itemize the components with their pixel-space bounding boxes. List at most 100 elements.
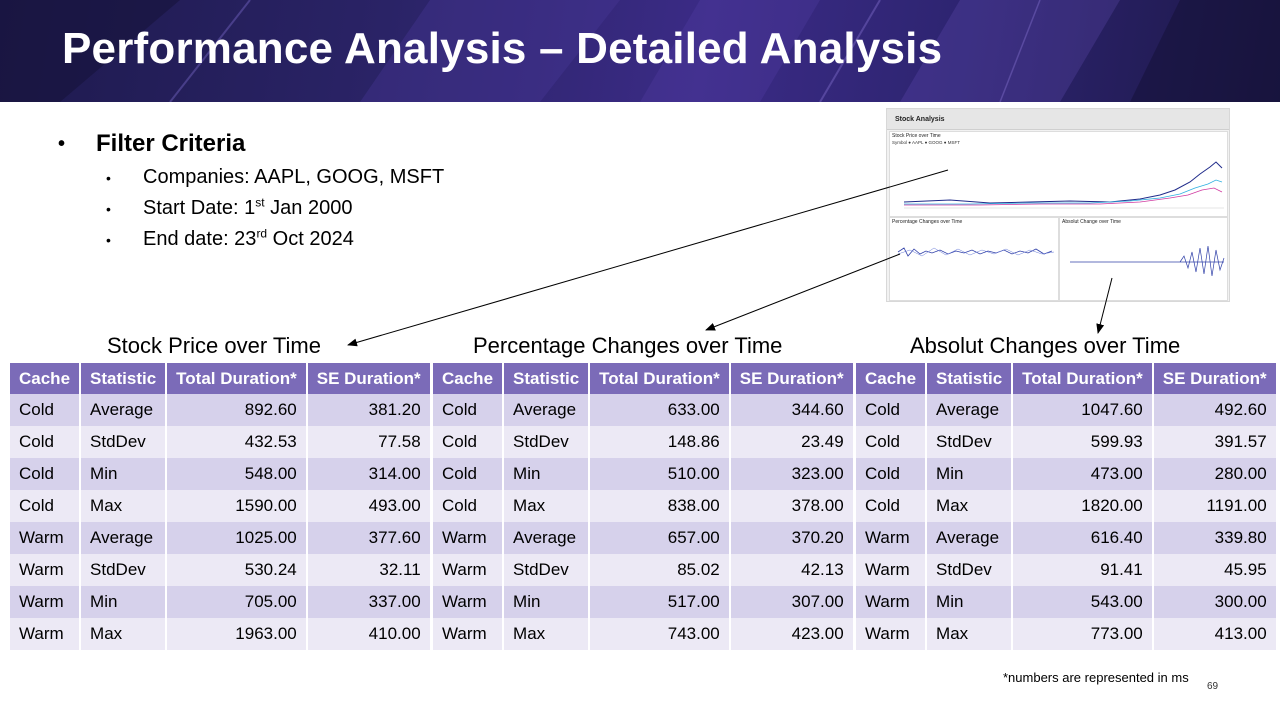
cell-se-duration: 413.00	[1152, 618, 1278, 650]
header-cache: Cache	[856, 363, 928, 394]
companies-text: Companies: AAPL, GOOG, MSFT	[143, 166, 445, 188]
cell-statistic: Average	[926, 394, 1014, 426]
filter-item-start-date: • Start Date: 1st Jan 2000	[106, 193, 444, 224]
cell-se-duration: 314.00	[306, 458, 432, 490]
table-row: Warm Min 543.00 300.00	[856, 586, 1278, 618]
cell-cache: Warm	[433, 522, 505, 554]
cell-statistic: Max	[503, 490, 591, 522]
header-cache: Cache	[10, 363, 82, 394]
cell-se-duration: 378.00	[729, 490, 855, 522]
table-row: Cold Average 633.00 344.60	[433, 394, 855, 426]
table-row: Cold Average 1047.60 492.60	[856, 394, 1278, 426]
cell-total-duration: 432.53	[166, 426, 308, 458]
cell-statistic: Average	[926, 522, 1014, 554]
cell-cache: Cold	[856, 458, 928, 490]
table-row: Cold Min 473.00 280.00	[856, 458, 1278, 490]
table-row: Warm Max 773.00 413.00	[856, 618, 1278, 650]
cell-cache: Cold	[10, 490, 82, 522]
cell-cache: Warm	[10, 554, 82, 586]
cell-se-duration: 300.00	[1152, 586, 1278, 618]
cell-total-duration: 1590.00	[166, 490, 308, 522]
table-row: Cold StdDev 432.53 77.58	[10, 426, 432, 458]
cell-statistic: Min	[926, 586, 1014, 618]
table-row: Warm Max 1963.00 410.00	[10, 618, 432, 650]
cell-se-duration: 23.49	[729, 426, 855, 458]
cell-cache: Warm	[856, 554, 928, 586]
cell-cache: Warm	[10, 618, 82, 650]
thumbnail-percent-chart	[897, 247, 1055, 257]
stock-price-table: Cache Statistic Total Duration* SE Durat…	[10, 363, 432, 650]
cell-se-duration: 45.95	[1152, 554, 1278, 586]
cell-cache: Cold	[856, 490, 928, 522]
thumbnail-percent-panel: Percentage Changes over Time	[889, 217, 1059, 301]
table-row: Warm StdDev 530.24 32.11	[10, 554, 432, 586]
cell-se-duration: 370.20	[729, 522, 855, 554]
page-number: 69	[1207, 681, 1219, 692]
thumbnail-header-bar	[887, 109, 1229, 130]
slide-title: Performance Analysis – Detailed Analysis	[62, 24, 943, 73]
cell-total-duration: 616.40	[1012, 522, 1154, 554]
cell-se-duration: 280.00	[1152, 458, 1278, 490]
cell-total-duration: 543.00	[1012, 586, 1154, 618]
cell-statistic: StdDev	[926, 426, 1014, 458]
header-statistic: Statistic	[80, 363, 168, 394]
cell-total-duration: 91.41	[1012, 554, 1154, 586]
header-total-duration: Total Duration*	[589, 363, 731, 394]
cell-cache: Cold	[433, 394, 505, 426]
cell-total-duration: 838.00	[589, 490, 731, 522]
cell-cache: Cold	[433, 426, 505, 458]
cell-total-duration: 473.00	[1012, 458, 1154, 490]
table-row: Warm Min 517.00 307.00	[433, 586, 855, 618]
cell-statistic: Max	[926, 618, 1014, 650]
cell-statistic: StdDev	[80, 426, 168, 458]
cell-cache: Cold	[856, 394, 928, 426]
section-title-absolute: Absolut Changes over Time	[910, 333, 1181, 358]
cell-statistic: Min	[503, 458, 591, 490]
cell-statistic: Max	[926, 490, 1014, 522]
table-header-row: Cache Statistic Total Duration* SE Durat…	[433, 363, 855, 394]
banner-decoration	[0, 0, 1280, 102]
thumbnail-stock-legend: Symbol ● AAPL ● GOOG ● MSFT	[892, 140, 961, 145]
cell-statistic: StdDev	[503, 426, 591, 458]
cell-cache: Warm	[856, 618, 928, 650]
cell-total-duration: 1820.00	[1012, 490, 1154, 522]
table-row: Warm Average 616.40 339.80	[856, 522, 1278, 554]
cell-se-duration: 337.00	[306, 586, 432, 618]
cell-total-duration: 657.00	[589, 522, 731, 554]
cell-cache: Warm	[856, 522, 928, 554]
cell-se-duration: 377.60	[306, 522, 432, 554]
header-se-duration: SE Duration*	[1152, 363, 1278, 394]
cell-cache: Cold	[433, 490, 505, 522]
table-row: Warm Min 705.00 337.00	[10, 586, 432, 618]
thumbnail-stock-title: Stock Price over Time	[892, 133, 941, 139]
cell-statistic: Min	[503, 586, 591, 618]
cell-se-duration: 391.57	[1152, 426, 1278, 458]
header-statistic: Statistic	[503, 363, 591, 394]
table-row: Cold Max 838.00 378.00	[433, 490, 855, 522]
cell-statistic: Average	[503, 394, 591, 426]
cell-statistic: Max	[80, 490, 168, 522]
table-row: Cold Min 548.00 314.00	[10, 458, 432, 490]
cell-cache: Warm	[10, 522, 82, 554]
cell-total-duration: 85.02	[589, 554, 731, 586]
table-row: Cold StdDev 148.86 23.49	[433, 426, 855, 458]
filter-criteria-heading: • Filter Criteria	[58, 126, 444, 162]
table-row: Warm StdDev 85.02 42.13	[433, 554, 855, 586]
table-row: Warm Average 657.00 370.20	[433, 522, 855, 554]
percentage-changes-table: Cache Statistic Total Duration* SE Durat…	[433, 363, 855, 650]
cell-se-duration: 492.60	[1152, 394, 1278, 426]
thumbnail-absolute-title: Absolut Change over Time	[1062, 219, 1121, 225]
cell-se-duration: 1191.00	[1152, 490, 1278, 522]
cell-cache: Warm	[433, 618, 505, 650]
start-date-text: Start Date: 1st Jan 2000	[143, 195, 353, 219]
filter-criteria-list: • Filter Criteria • Companies: AAPL, GOO…	[58, 126, 444, 255]
table-row: Warm StdDev 91.41 45.95	[856, 554, 1278, 586]
bullet-icon: •	[106, 200, 111, 217]
filter-item-companies: • Companies: AAPL, GOOG, MSFT	[106, 162, 444, 193]
cell-statistic: Max	[503, 618, 591, 650]
cell-cache: Cold	[856, 426, 928, 458]
cell-total-duration: 633.00	[589, 394, 731, 426]
bullet-icon: •	[58, 132, 66, 155]
cell-statistic: StdDev	[503, 554, 591, 586]
table-row: Cold Max 1590.00 493.00	[10, 490, 432, 522]
